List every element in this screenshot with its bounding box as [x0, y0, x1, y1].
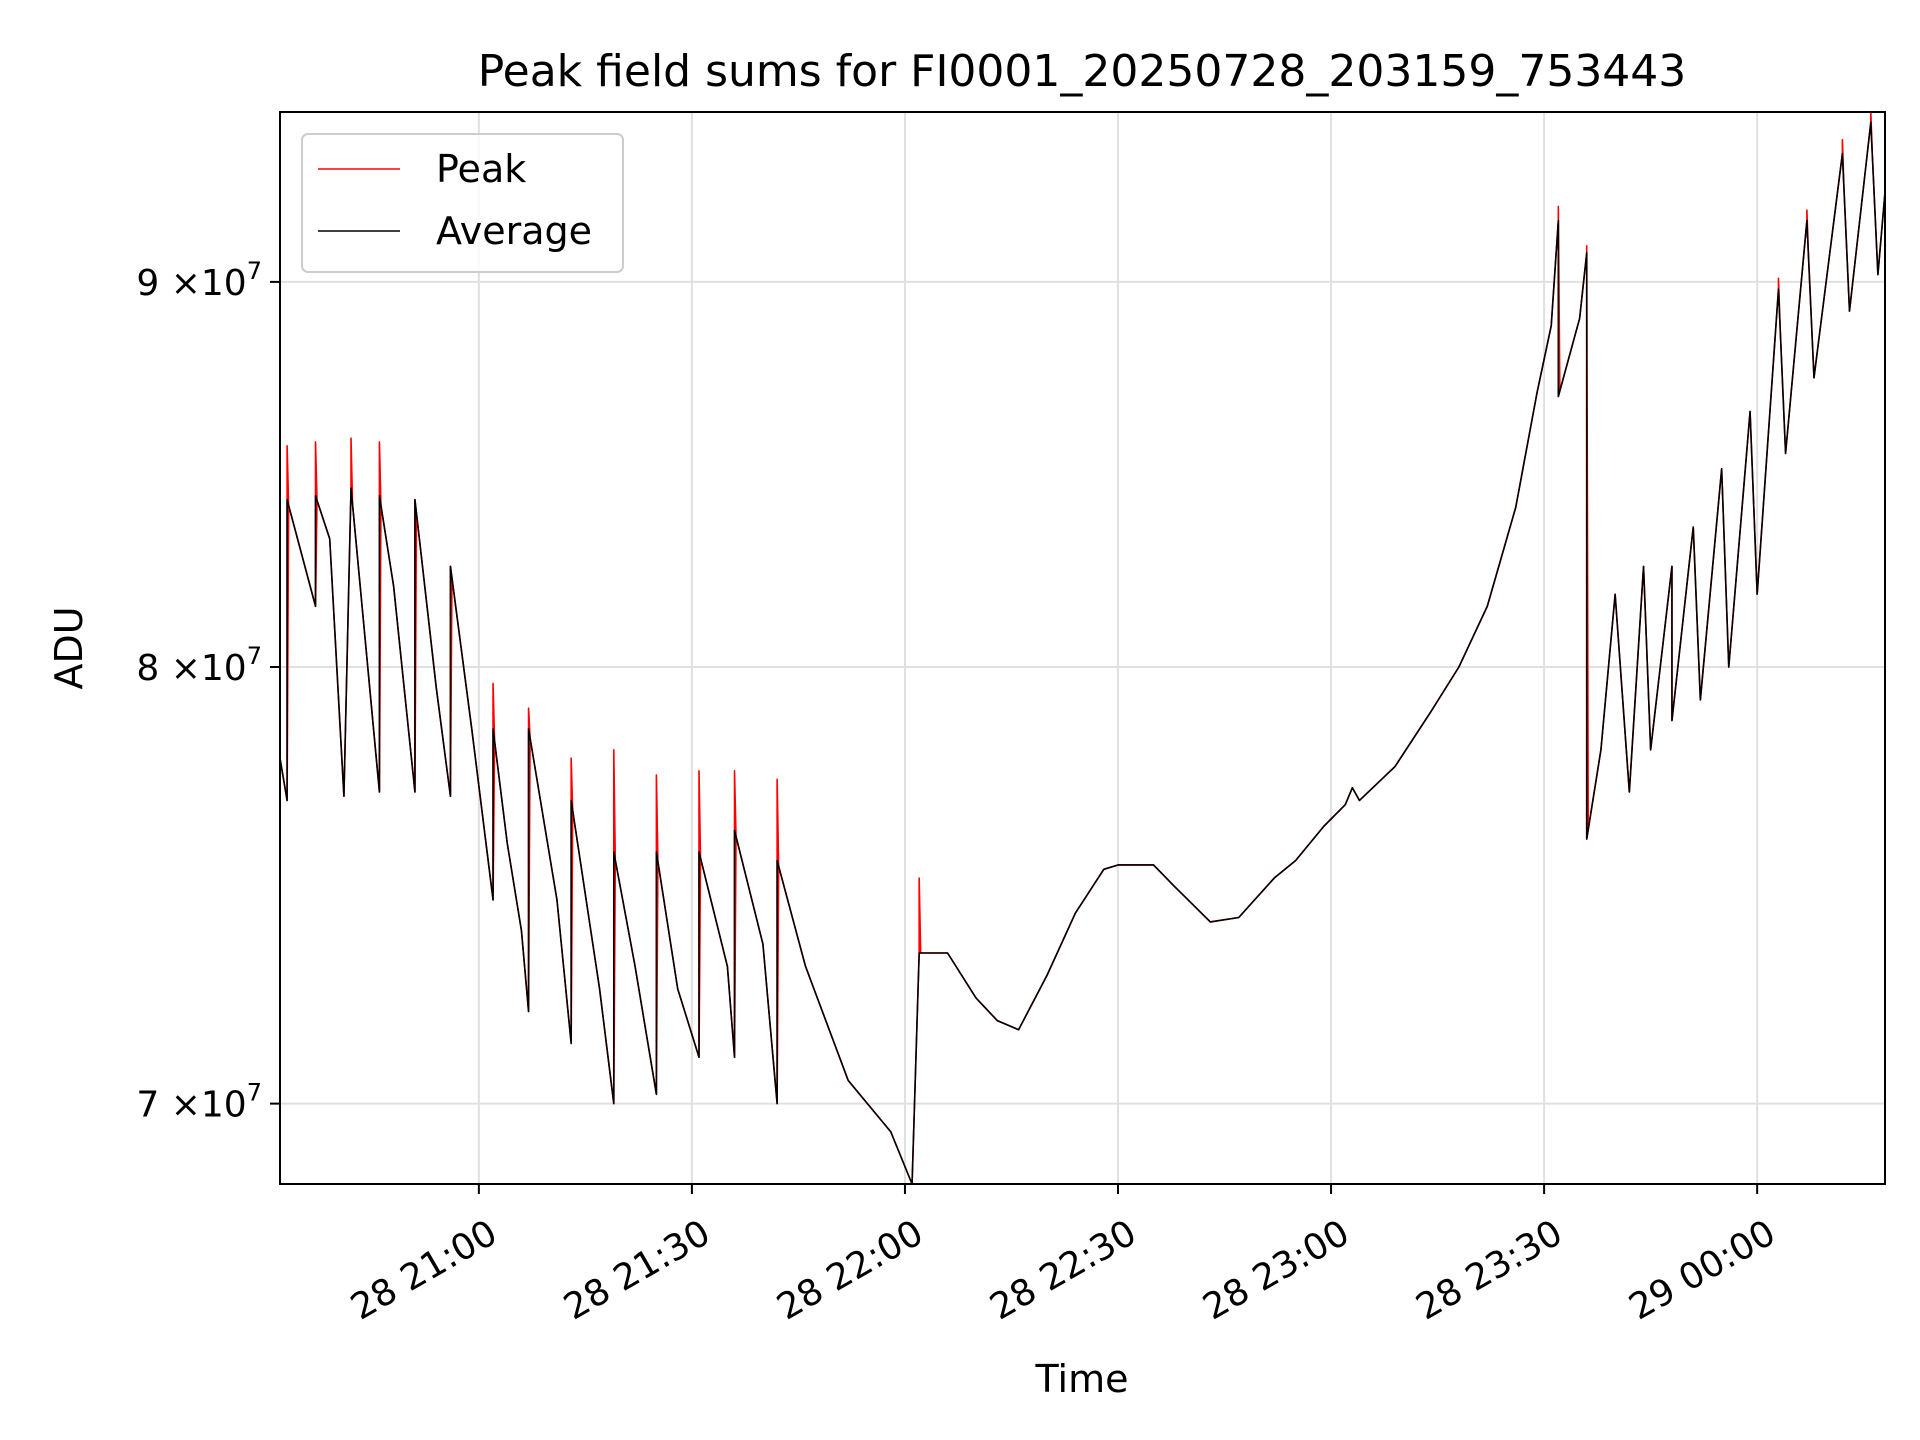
grid-layer — [280, 112, 1885, 1184]
y-tick-label: 7 ×107 — [136, 1079, 262, 1126]
series-line-average — [279, 121, 1886, 1185]
y-tick-label: 8 ×107 — [136, 642, 262, 689]
x-axis-label: Time — [1035, 1357, 1129, 1401]
chart-title: Peak field sums for FI0001_20250728_2031… — [478, 46, 1687, 97]
legend-peak-label: Peak — [436, 147, 526, 191]
series-layer — [279, 111, 1886, 1185]
plot-frame — [279, 111, 1886, 1185]
y-axis-label: ADU — [47, 606, 91, 689]
legend-average-label: Average — [436, 209, 592, 253]
legend: Peak Average — [301, 133, 624, 273]
y-tick-label: 9 ×107 — [136, 257, 262, 304]
